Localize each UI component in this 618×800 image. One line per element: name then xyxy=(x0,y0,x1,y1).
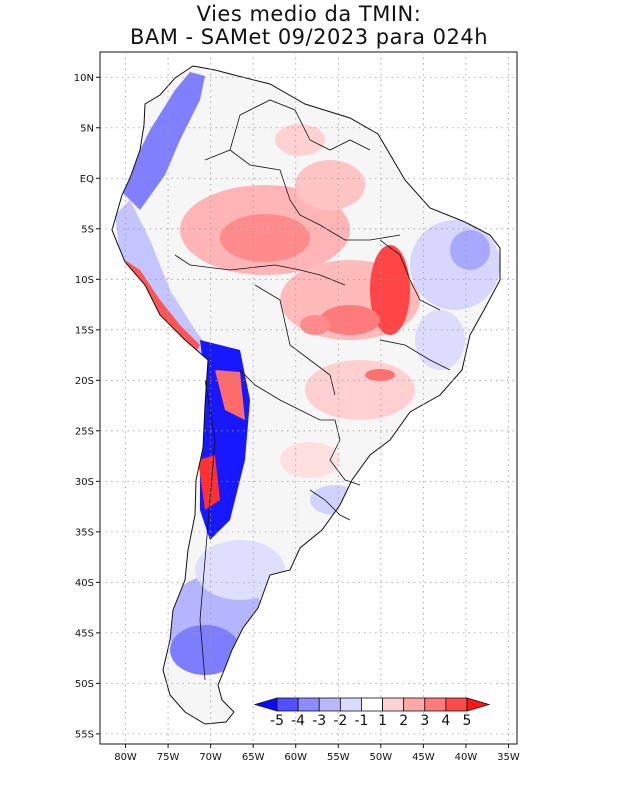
map-ticks: 10N 5N EQ 5S 10S 15S 20S 25S 30S 35S 40S 45S 50S 55S 8… xyxy=(74,73,520,763)
bias-field xyxy=(115,72,500,675)
colorbar-label: -1 xyxy=(354,713,368,729)
colorbar-label: 2 xyxy=(399,713,408,729)
colorbar-high-arrow xyxy=(466,697,491,712)
border-venezuela-guiana xyxy=(229,99,371,151)
lat-tick-label: 20S xyxy=(75,376,94,387)
lat-tick-label: 15S xyxy=(75,325,94,336)
lon-tick-label: 80W xyxy=(114,752,137,763)
warm-bias-altiplano xyxy=(215,370,245,420)
lat-tick-label: 45S xyxy=(75,628,94,639)
lat-tick-label: 25S xyxy=(75,426,94,437)
border-brazil-states-2 xyxy=(379,339,451,371)
lon-tick-label: 65W xyxy=(242,752,265,763)
lat-tick-label: 5S xyxy=(81,224,94,235)
warm-bias-strip xyxy=(365,369,395,381)
colorbar: -5 -4 -3 -2 -1 1 2 3 4 5 xyxy=(253,697,491,729)
colorbar-box xyxy=(403,697,426,712)
border-uruguay xyxy=(309,489,351,521)
warm-bias-amazon-core xyxy=(220,214,310,262)
lat-tick-label: 30S xyxy=(75,477,94,488)
lat-tick-label: 5N xyxy=(80,123,94,134)
colorbar-label: 1 xyxy=(378,713,387,729)
map-title-line1: Vies medio da TMIN: xyxy=(196,2,422,26)
lon-tick-label: 50W xyxy=(370,752,393,763)
lon-tick-label: 35W xyxy=(497,752,520,763)
lat-tick-label: 10N xyxy=(74,73,94,84)
lat-tick-label: EQ xyxy=(80,174,94,185)
colorbar-label: 4 xyxy=(441,713,450,729)
colorbar-box xyxy=(339,697,362,712)
lon-tick-label: 45W xyxy=(412,752,435,763)
lon-tick-label: 75W xyxy=(157,752,180,763)
warm-bias-central-chile xyxy=(198,455,220,510)
lat-tick-label: 10S xyxy=(75,275,94,286)
colorbar-box xyxy=(318,697,341,712)
cool-bias-north-patagonia xyxy=(195,540,285,600)
colorbar-label: 5 xyxy=(463,713,472,729)
warm-bias-paraguay xyxy=(280,442,340,478)
colorbar-box xyxy=(445,697,468,712)
colorbar-box xyxy=(424,697,447,712)
lon-tick-label: 70W xyxy=(199,752,222,763)
warm-bias-tocantins xyxy=(370,245,410,335)
border-peru-brazil xyxy=(174,254,346,286)
border-paraguay xyxy=(329,419,361,486)
colorbar-label: -3 xyxy=(312,713,326,729)
lon-tick-label: 40W xyxy=(455,752,478,763)
lon-tick-label: 60W xyxy=(284,752,307,763)
colorbar-label: -2 xyxy=(333,713,347,729)
lon-tick-label: 55W xyxy=(327,752,350,763)
colorbar-box xyxy=(276,697,299,712)
colorbar-label: -5 xyxy=(270,713,284,729)
colorbar-box xyxy=(361,697,383,712)
warm-bias-north xyxy=(295,160,365,210)
coastline xyxy=(111,65,501,725)
border-bolivia-brazil xyxy=(254,284,336,396)
cool-bias-northeast-core xyxy=(450,230,490,270)
lat-tick-label: 55S xyxy=(75,729,94,740)
lat-tick-label: 40S xyxy=(75,578,94,589)
colorbar-label: -4 xyxy=(291,713,305,729)
border-brazil-states-3 xyxy=(319,224,401,241)
lat-tick-label: 50S xyxy=(75,679,94,690)
cool-bias-colombia-andes xyxy=(120,72,205,210)
colorbar-label: 3 xyxy=(420,713,429,729)
warm-bias-mato-grosso xyxy=(320,305,380,335)
border-chile-argentina xyxy=(199,379,216,681)
colorbar-box xyxy=(297,697,320,712)
cool-bias-patagonia-core xyxy=(170,625,240,675)
cool-bias-bahia xyxy=(415,310,465,370)
border-brazil-states-1 xyxy=(379,239,441,311)
border-bolivia-argentina xyxy=(239,369,335,421)
warm-bias-guiana xyxy=(275,124,325,156)
map-gridlines xyxy=(100,52,517,744)
map-title-line2: BAM - SAMet 09/2023 para 024h xyxy=(129,25,489,49)
lat-tick-label: 35S xyxy=(75,527,94,538)
country-borders xyxy=(174,99,451,681)
warm-bias-rondonia xyxy=(300,315,330,335)
colorbar-box xyxy=(382,697,405,712)
cool-bias-peru-andes xyxy=(115,200,210,365)
